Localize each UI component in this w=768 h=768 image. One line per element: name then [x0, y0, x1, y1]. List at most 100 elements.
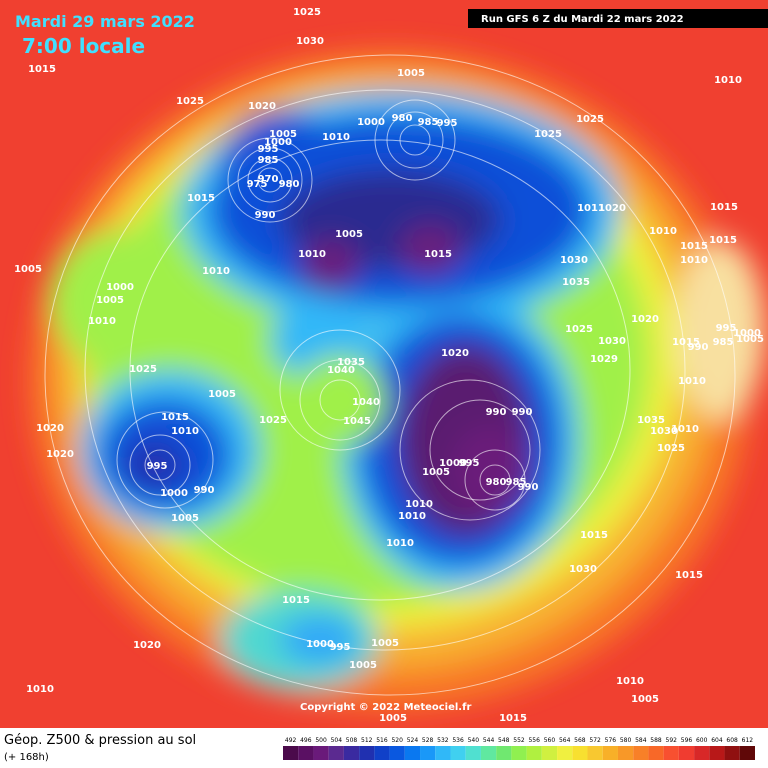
colorbar-cell — [694, 746, 710, 760]
isobar-label: 1015 — [580, 530, 608, 541]
colorbar-cell — [343, 746, 360, 760]
isobar-label: 985 — [258, 155, 279, 166]
colorbar-cell — [359, 746, 375, 760]
footer-title: Géop. Z500 & pression au sol — [4, 733, 196, 748]
isobar-label: 1035 — [337, 357, 365, 368]
isobar-label: 995 — [716, 323, 737, 334]
colorbar-label: 608 — [726, 737, 738, 744]
isobar-label: 985 — [713, 337, 734, 348]
colorbar-cell — [404, 746, 421, 760]
colorbar-cell — [328, 746, 344, 760]
isobar-label: 1005 — [14, 264, 42, 275]
colorbar-cell — [663, 746, 679, 760]
isobar-label: 1010 — [26, 684, 54, 695]
isobar-label: 1020 — [46, 449, 74, 460]
copyright: Copyright © 2022 Meteociel.fr — [300, 702, 471, 713]
isobar-label: 1010 — [322, 132, 350, 143]
colorbar-label: 592 — [666, 737, 678, 744]
isobar-label: 1005 — [171, 513, 199, 524]
isobar-label: 1010 — [298, 249, 326, 260]
colorbar-cell — [526, 746, 542, 760]
colorbar-label: 612 — [742, 737, 754, 744]
colorbar-cell — [739, 746, 755, 760]
isobar-label: 1015 — [710, 202, 738, 213]
colorbar-cell — [633, 746, 649, 760]
isobar-label: 1030 — [650, 426, 678, 437]
map-field — [0, 0, 768, 728]
colorbar-label: 548 — [498, 737, 510, 744]
isobar-label: 970 — [258, 174, 279, 185]
footer-lead: (+ 168h) — [4, 752, 49, 763]
isobar-label: 1015 — [709, 235, 737, 246]
isobar-label: 1029 — [590, 354, 618, 365]
isobar-label: 990 — [688, 342, 709, 353]
isobar-label: 990 — [486, 407, 507, 418]
colorbar-cell — [283, 746, 299, 760]
colorbar-label: 596 — [681, 737, 693, 744]
colorbar-label: 508 — [346, 737, 358, 744]
isobar-label: 980 — [279, 179, 300, 190]
date-title: Mardi 29 mars 2022 — [15, 12, 195, 31]
isobar-label: 1005 — [736, 334, 764, 345]
isobar-label: 1025 — [259, 415, 287, 426]
isobar-label: 1020 — [441, 348, 469, 359]
isobar-label: 1010 — [671, 424, 699, 435]
isobar-label: 1025 — [534, 129, 562, 140]
isobar-label: 1005 — [379, 713, 407, 724]
isobar-label: 1015 — [499, 713, 527, 724]
colorbar-label: 604 — [711, 737, 723, 744]
isobar-label: 1005 — [96, 295, 124, 306]
isobar-label: 1030 — [598, 336, 626, 347]
colorbar-cell — [420, 746, 436, 760]
isobar-label: 1020 — [598, 203, 626, 214]
isobar-label: 1020 — [133, 640, 161, 651]
isobar-label: 1025 — [576, 114, 604, 125]
colorbar-label: 516 — [376, 737, 388, 744]
isobar-label: 1025 — [176, 96, 204, 107]
colorbar-label: 496 — [300, 737, 312, 744]
isobar-label: 1015 — [680, 241, 708, 252]
colorbar-cell — [541, 746, 558, 760]
isobar-label: 1010 — [680, 255, 708, 266]
isobar-label: 1010 — [202, 266, 230, 277]
colorbar-cell — [572, 746, 588, 760]
isobar-label: 995 — [437, 118, 458, 129]
colorbar-cell — [557, 746, 573, 760]
colorbar-cell — [678, 746, 695, 760]
isobar-label: 1025 — [657, 443, 685, 454]
colorbar-label: 568 — [574, 737, 586, 744]
colorbar-label: 532 — [437, 737, 449, 744]
colorbar-label: 584 — [635, 737, 647, 744]
colorbar-label: 520 — [391, 737, 403, 744]
colorbar-cell — [709, 746, 725, 760]
colorbar-cell — [374, 746, 390, 760]
isobar-label: 1000 — [439, 458, 467, 469]
isobar-label: 1010 — [398, 511, 426, 522]
isobar-label: 980 — [486, 477, 507, 488]
colorbar-label: 588 — [650, 737, 662, 744]
isobar-label: 1040 — [327, 365, 355, 376]
isobar-label: 1025 — [293, 7, 321, 18]
isobar-label: 1005 — [269, 129, 297, 140]
isobar-label: 1005 — [349, 660, 377, 671]
colorbar-label: 552 — [513, 737, 525, 744]
isobar-label: 1030 — [296, 36, 324, 47]
time-title: 7:00 locale — [22, 34, 145, 58]
isobar-label: 1025 — [565, 324, 593, 335]
colorbar-cell — [389, 746, 405, 760]
isobar-label: 1000 — [733, 328, 761, 339]
colorbar-label: 564 — [559, 737, 571, 744]
colorbar-cell — [724, 746, 740, 760]
isobar-label: 1000 — [106, 282, 134, 293]
isobar-label: 1015 — [28, 64, 56, 75]
colorbar-label: 492 — [285, 737, 297, 744]
colorbar-label: 536 — [452, 737, 464, 744]
isobar-label: 1010 — [88, 316, 116, 327]
colorbar-cell — [511, 746, 527, 760]
colorbar-cell — [480, 746, 497, 760]
colorbar-label: 560 — [544, 737, 556, 744]
isobar-label: 1015 — [672, 337, 700, 348]
isobar-label: 1015 — [187, 193, 215, 204]
isobar-label: 995 — [258, 144, 279, 155]
isobar-label: 1020 — [631, 314, 659, 325]
